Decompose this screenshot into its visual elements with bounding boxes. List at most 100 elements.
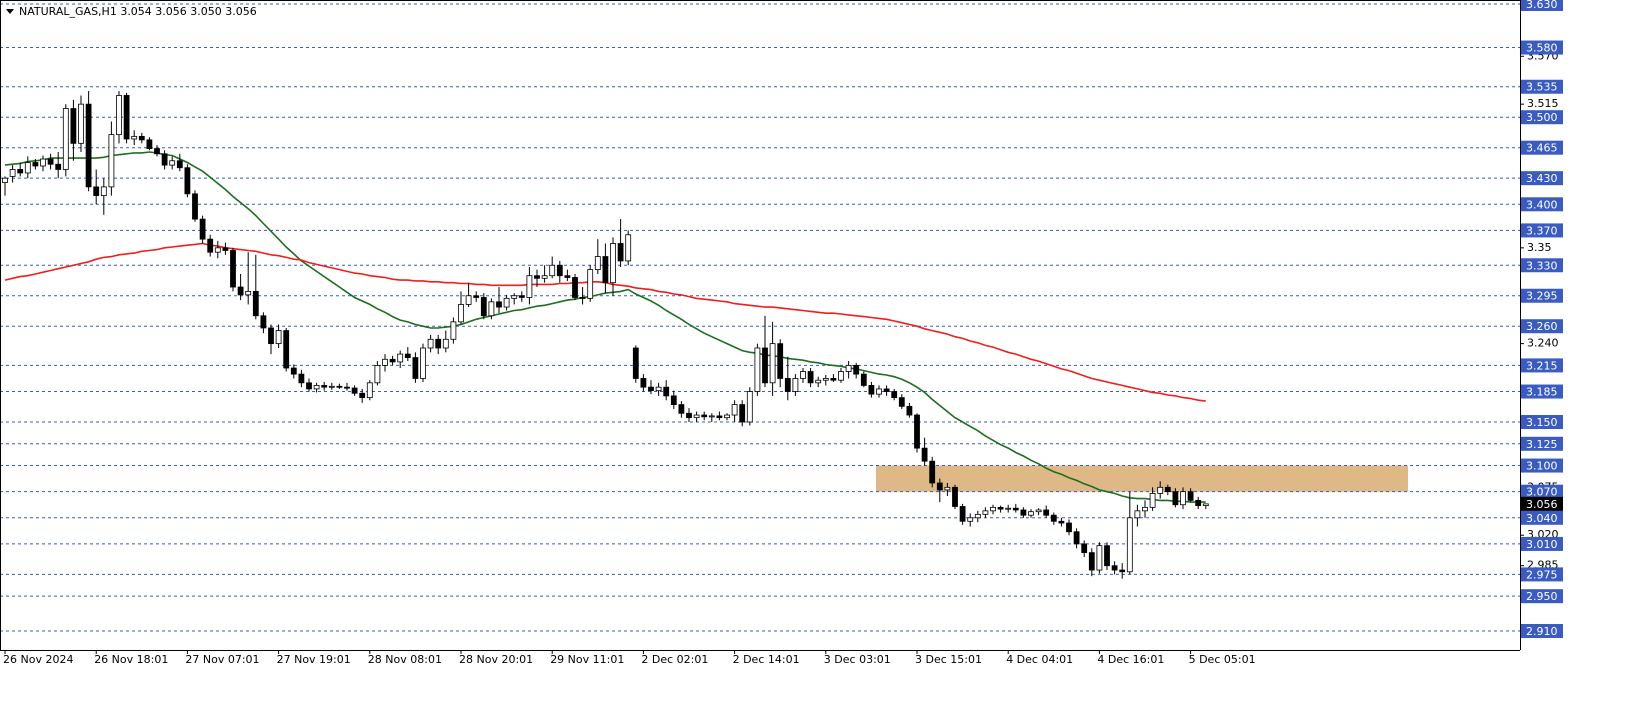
candle-body: [708, 415, 715, 418]
candle-body: [990, 506, 996, 512]
candle-body: [632, 347, 639, 379]
last-price-label: 3.056: [1526, 498, 1558, 511]
candle-body: [746, 391, 753, 423]
candle-body: [298, 373, 305, 384]
level-label: 3.125: [1526, 438, 1558, 451]
candle-body: [9, 169, 16, 177]
collapse-arrow[interactable]: [6, 9, 14, 14]
candle-body: [199, 218, 206, 240]
candle-body: [306, 382, 312, 390]
candle-body: [800, 371, 806, 379]
candle-body: [420, 347, 426, 379]
candle-body: [701, 414, 708, 418]
candle-body: [47, 158, 54, 165]
level-label: 3.150: [1526, 416, 1558, 429]
candle-body: [450, 321, 457, 340]
candle-body: [1134, 510, 1141, 519]
level-label: 3.400: [1526, 198, 1558, 211]
candle-body: [822, 378, 829, 381]
level-label-box: [1521, 436, 1563, 451]
level-label-box: [1521, 484, 1563, 499]
candle-body: [1073, 531, 1080, 545]
candle-body: [526, 275, 533, 298]
x-tick-label: 5 Dec 05:01: [1189, 653, 1256, 666]
x-tick-label: 2 Dec 02:01: [641, 653, 708, 666]
x-tick-label: 2 Dec 14:01: [733, 653, 800, 666]
candle-body: [1172, 491, 1179, 506]
candle-body: [321, 385, 328, 388]
chart-title: NATURAL_GAS,H1 3.054 3.056 3.050 3.056: [19, 5, 257, 18]
candle-body: [1142, 506, 1148, 512]
candle-body: [40, 158, 46, 167]
candle-body: [78, 103, 84, 144]
candle-body: [488, 301, 495, 317]
candle-body: [1066, 522, 1072, 533]
candle-body: [283, 330, 290, 369]
candle-body: [131, 135, 138, 140]
candle-body: [1050, 514, 1057, 522]
x-tick-label: 26 Nov 18:01: [94, 653, 168, 666]
candle-body: [359, 392, 366, 399]
candle-body: [838, 371, 844, 381]
candle-body: [754, 347, 761, 392]
candle-body: [275, 330, 282, 345]
candle-body: [313, 385, 320, 390]
candle-body: [116, 95, 122, 136]
candle-body: [1020, 509, 1027, 516]
candle-body: [2, 177, 8, 183]
level-label: 3.465: [1526, 142, 1558, 155]
candle-body: [655, 386, 662, 392]
candle-body: [397, 353, 404, 363]
level-label: 3.295: [1526, 290, 1558, 303]
candle-body: [70, 108, 77, 144]
level-label: 3.215: [1526, 359, 1558, 372]
level-label-box: [1521, 358, 1563, 373]
candle-body: [868, 385, 875, 395]
candle-body: [1195, 499, 1202, 507]
candle-body: [587, 269, 594, 299]
candle-body: [480, 297, 487, 317]
x-tick-label: 28 Nov 20:01: [459, 653, 533, 666]
level-label-box: [1521, 567, 1563, 582]
y-tick-label: 3.35: [1527, 241, 1552, 254]
candle-body: [85, 103, 92, 188]
candle-body: [154, 148, 160, 155]
candle-body: [503, 297, 510, 308]
x-tick-label: 29 Nov 11:01: [550, 653, 624, 666]
candle-body: [473, 295, 480, 298]
candle-body: [404, 353, 411, 358]
candle-body: [146, 139, 153, 149]
candle-body: [237, 286, 244, 296]
candle-body: [594, 256, 601, 271]
level-label-box: [1521, 384, 1563, 399]
level-label-box: [1521, 79, 1563, 94]
candle-body: [921, 447, 928, 462]
x-tick-label: 26 Nov 2024: [3, 653, 73, 666]
x-tick-label: 27 Nov 19:01: [277, 653, 351, 666]
candle-body: [731, 404, 738, 416]
candle-body: [184, 167, 191, 195]
candle-body: [207, 238, 214, 253]
candle-body: [556, 264, 563, 277]
level-label-box: [1521, 40, 1563, 55]
candle-body: [784, 378, 791, 392]
candle-body: [792, 378, 799, 392]
candle-body: [914, 414, 920, 449]
candle-body: [1126, 517, 1133, 573]
candle-body: [260, 315, 267, 329]
candle-body: [93, 186, 100, 196]
candle-body: [625, 234, 632, 262]
candle-body: [936, 482, 943, 491]
candle-body: [176, 160, 183, 169]
candle-body: [427, 338, 434, 349]
candle-body: [435, 338, 442, 349]
candle-body: [640, 378, 647, 388]
candle-body: [686, 412, 692, 419]
candle-body: [648, 386, 654, 392]
candle-body: [169, 160, 176, 166]
candle-body: [55, 163, 62, 170]
candle-body: [24, 162, 31, 174]
candle-body: [670, 395, 677, 405]
last-price-box: [1521, 496, 1563, 511]
